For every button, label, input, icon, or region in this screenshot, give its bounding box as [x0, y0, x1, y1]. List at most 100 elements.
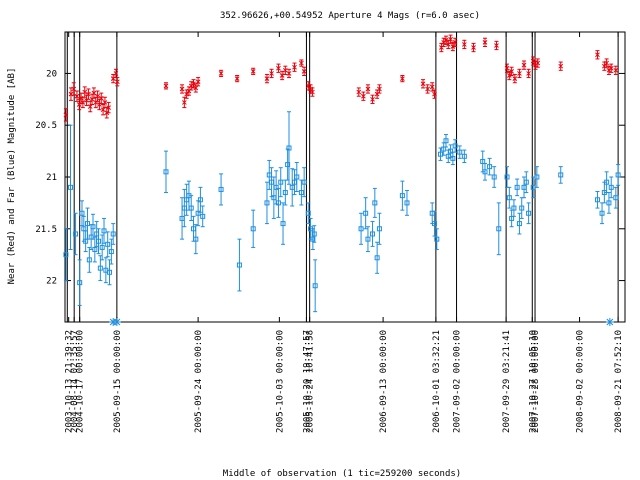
far-data-point [294, 174, 300, 180]
near-data-point [218, 71, 224, 76]
far-data-point [90, 224, 96, 230]
near-data-point [356, 89, 362, 95]
near-data-point [74, 93, 80, 99]
near-data-point [98, 95, 104, 101]
near-data-point [370, 96, 375, 102]
x-tick-label: 2007-09-02 00:00:00 [453, 330, 463, 433]
far-data-point [457, 149, 463, 155]
far-data-point [77, 280, 83, 286]
far-data-point [461, 153, 467, 159]
near-data-point [604, 60, 609, 66]
chart-title: 352.96626,+00.54952 Aperture 4 Mags (r=6… [220, 11, 480, 21]
near-data-point [509, 69, 514, 74]
plot-frame [64, 31, 626, 323]
far-data-point [434, 236, 440, 242]
x-tick-label: 2005-10-03 00:00:00 [275, 330, 285, 433]
near-data-point [301, 69, 307, 74]
far-data-point [491, 174, 497, 180]
far-data-point [278, 179, 284, 185]
near-data-point [482, 40, 488, 45]
x-tick-label: 2004-10-17 00:00:00 [76, 330, 86, 433]
far-data-point [280, 221, 286, 227]
x-tick-label: 2008-09-21 07:52:10 [614, 330, 624, 433]
near-data-point [361, 93, 366, 99]
far-data-point [275, 200, 281, 206]
far-data-point [523, 179, 529, 185]
far-data-point [509, 215, 515, 221]
far-data-point [200, 213, 206, 219]
near-data-point [292, 64, 297, 70]
far-data-point [73, 231, 79, 237]
near-data-point [377, 86, 382, 92]
near-data-point [494, 43, 499, 48]
near-data-point [82, 89, 88, 95]
near-data-point [100, 107, 106, 113]
near-data-point [400, 76, 405, 81]
far-data-point [376, 226, 382, 232]
far-data-point [594, 197, 600, 203]
near-data-point [432, 91, 437, 97]
far-data-point [79, 210, 85, 216]
near-data-point [195, 79, 201, 85]
upper-limit-marker [112, 318, 121, 326]
near-data-point [163, 83, 169, 89]
near-data-point [504, 65, 510, 71]
far-data-point [608, 184, 614, 190]
far-data-point [163, 169, 169, 175]
near-data-point [113, 71, 119, 76]
far-data-point [606, 200, 612, 206]
near-data-point [506, 73, 512, 78]
far-data-point [399, 193, 405, 199]
far-data-point [193, 236, 199, 242]
near-data-point [114, 79, 120, 85]
far-data-point [480, 158, 486, 164]
far-data-point [96, 238, 102, 244]
far-data-point [448, 148, 454, 154]
near-data-point [80, 100, 86, 105]
far-data-point [519, 205, 525, 211]
near-data-point [250, 69, 256, 74]
x-tick-label: 2008-09-02 00:00:00 [576, 330, 586, 433]
far-data-point [250, 226, 256, 232]
far-data-point [195, 210, 201, 216]
y-tick-label: 21.5 [35, 225, 57, 235]
near-data-point [512, 76, 518, 81]
near-data-point [310, 89, 315, 95]
y-axis-label: Near (Red) and Far (Blue) Magnitude [AB] [7, 68, 17, 285]
near-data-point [521, 62, 527, 68]
far-data-point [506, 195, 512, 201]
near-data-point [461, 42, 467, 47]
far-data-point [110, 231, 116, 237]
far-data-point [404, 200, 410, 206]
x-tick-label: 2005-09-24 00:00:00 [194, 330, 204, 433]
near-data-point [181, 100, 187, 105]
far-data-point [496, 226, 502, 232]
near-data-point [450, 44, 456, 49]
far-data-point [511, 205, 517, 211]
far-data-point [363, 210, 369, 216]
x-axis-label: Middle of observation (1 tic=259200 seco… [223, 469, 461, 479]
x-tick-label: 2006-10-01 03:32:21 [432, 330, 442, 433]
near-data-point [269, 71, 274, 76]
near-data-point [91, 90, 97, 96]
near-data-point [471, 45, 476, 50]
far-data-point [99, 244, 105, 250]
upper-limit-marker [605, 318, 614, 326]
far-data-point [282, 190, 288, 196]
near-data-point [282, 67, 288, 73]
far-data-point [218, 186, 224, 192]
far-data-point [188, 205, 194, 211]
far-data-point [84, 221, 90, 227]
y-tick-label: 20 [46, 69, 57, 79]
x-tick-label: 2007-09-29 03:21:41 [502, 330, 512, 433]
near-data-point [191, 81, 196, 87]
near-data-point [443, 37, 449, 43]
far-data-point [370, 231, 376, 237]
near-data-point [179, 86, 185, 92]
far-data-point [372, 200, 378, 206]
far-data-point [285, 162, 291, 168]
far-data-point [613, 195, 619, 201]
far-data-point [92, 247, 98, 252]
x-tick-label: 2005-10-20 19:47:57 [302, 330, 312, 433]
x-tick-label: 2006-09-13 00:00:00 [379, 330, 389, 433]
